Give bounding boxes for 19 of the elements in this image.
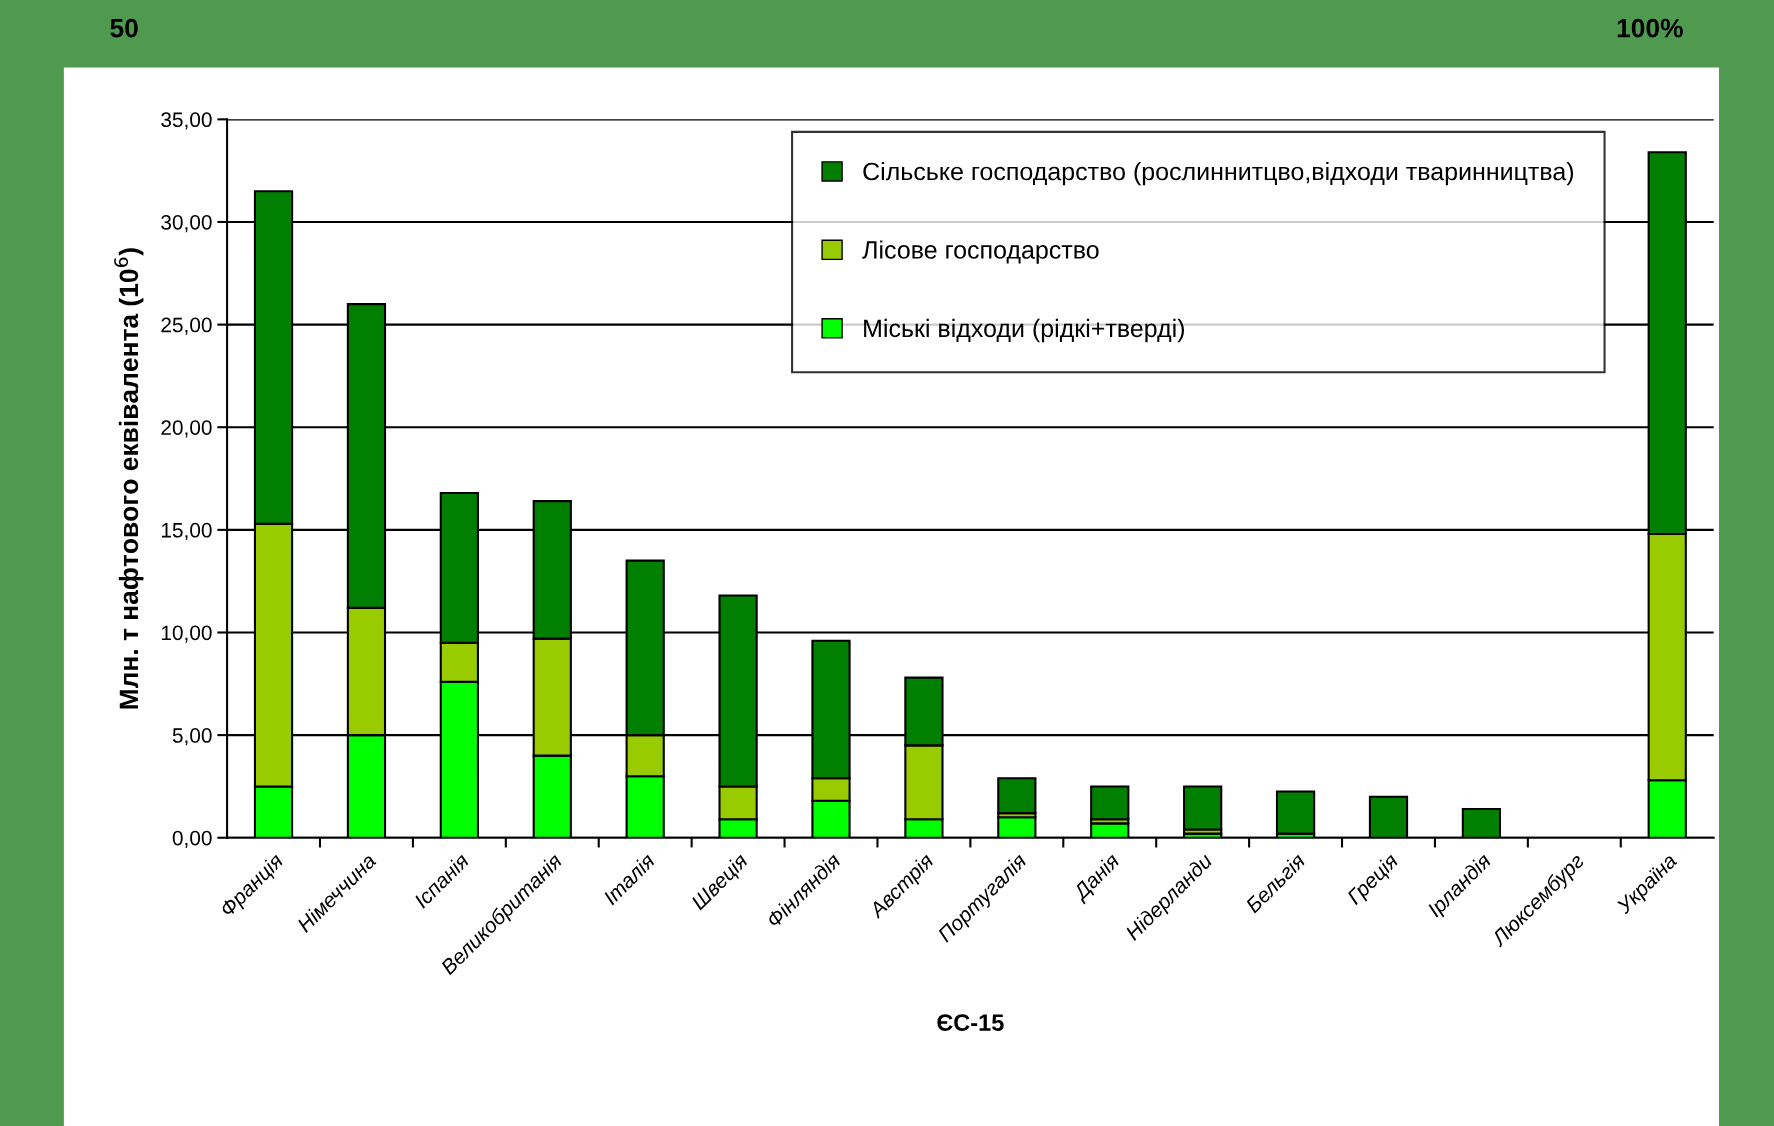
- y-tick-label: 20,00: [161, 420, 212, 438]
- legend-label: Лісове господарство: [862, 240, 1099, 264]
- y-axis-title: Млн. т нафтового еквівалента (10$^{6}$): [114, 248, 144, 709]
- y-tick-label: 30,00: [161, 214, 212, 233]
- text: 50: [110, 18, 138, 38]
- bar: [1275, 790, 1316, 835]
- bar: [1090, 785, 1130, 821]
- legend-label: Міські відходи (рідкі+тверді): [864, 318, 1184, 343]
- y-tick-label: 0,00: [172, 830, 212, 848]
- bar: [997, 777, 1037, 815]
- y-tick-label: 5,00: [172, 728, 212, 746]
- y-tick-label: 15,00: [161, 522, 212, 541]
- y-tick-label: 35,00: [161, 112, 212, 130]
- y-tick-label: 10,00: [161, 625, 212, 643]
- text: 100%: [1617, 18, 1683, 38]
- legend-label: Сільське господарство (рослиннитцво,відходи тваринництва): [863, 161, 1574, 186]
- x-axis-title: ЄС-15: [937, 1014, 1004, 1031]
- bar: [1183, 785, 1223, 831]
- y-tick-label: 25,00: [161, 317, 212, 335]
